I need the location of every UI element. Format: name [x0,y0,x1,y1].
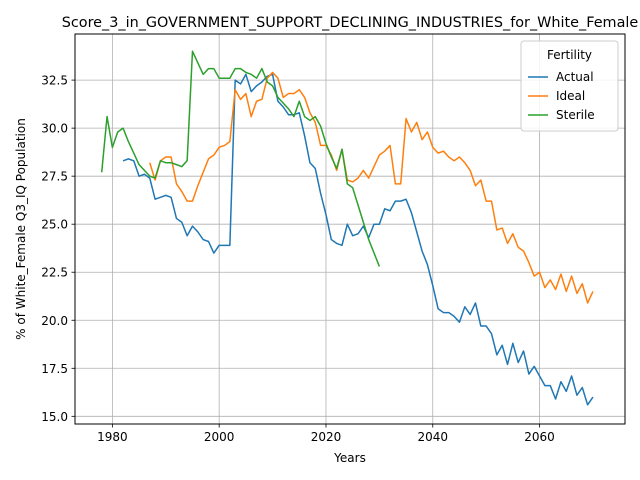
x-tick-label: 2040 [417,430,448,444]
y-tick-label: 27.5 [41,170,68,184]
series-line-actual [122,73,594,406]
y-axis: 15.0 17.5 20.0 22.5 25.0 27.5 30.0 32.5 [41,74,75,424]
x-tick-label: 2020 [311,430,342,444]
y-tick-label: 17.5 [41,362,68,376]
x-tick-label: 2000 [204,430,235,444]
y-tick-label: 22.5 [41,266,68,280]
y-tick-label: 25.0 [41,218,68,232]
series-line-sterile [100,50,381,267]
y-tick-label: 20.0 [41,314,68,328]
x-tick-label: 2060 [524,430,555,444]
legend-label-ideal: Ideal [556,89,585,103]
x-axis-label: Years [333,451,366,465]
plot-frame [74,33,626,425]
legend-title: Fertility [547,48,592,62]
series-lines [100,50,594,406]
chart-title: Score_3_in_GOVERNMENT_SUPPORT_DECLINING_… [62,15,639,31]
legend: Fertility Actual Ideal Sterile [520,40,619,132]
legend-label-sterile: Sterile [556,108,595,122]
series-line-ideal [149,71,594,304]
y-tick-label: 30.0 [41,122,68,136]
legend-label-actual: Actual [556,70,594,84]
legend-entries: Actual Ideal Sterile [528,70,595,122]
y-tick-label: 15.0 [41,410,68,424]
y-axis-label: % of White_Female Q3_IQ Population [14,118,28,340]
x-axis: 1980 2000 2020 2040 2060 [97,424,555,444]
grid [75,34,625,424]
legend-frame [520,40,619,132]
x-tick-label: 1980 [97,430,128,444]
y-tick-label: 32.5 [41,74,68,88]
